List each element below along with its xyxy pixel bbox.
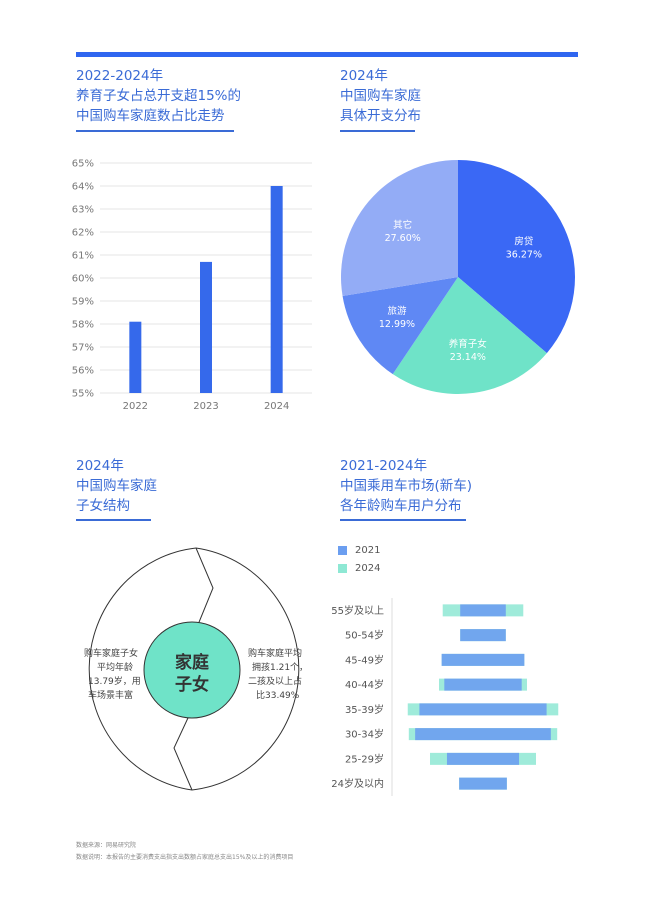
bar-chart-title-underline bbox=[76, 130, 234, 132]
legend-swatch-2021 bbox=[338, 546, 347, 555]
y-tick-label: 63% bbox=[72, 205, 94, 216]
pie-chart-title-line-2: 中国购车家庭 bbox=[340, 88, 421, 104]
age-category-label: 30-34岁 bbox=[345, 728, 384, 741]
legend-swatch-2024 bbox=[338, 564, 347, 573]
bar-chart-title-line-3: 中国购车家庭数占比走势 bbox=[76, 108, 225, 124]
children-structure-title: 2024年 中国购车家庭 子女结构 bbox=[76, 456, 157, 516]
age-distribution-chart: 55岁及以上 50-54岁 45-49岁 40-44岁 35-39岁 30-34岁 25-2… bbox=[331, 598, 559, 796]
right-text-line-3: 二孩及以上占 bbox=[248, 675, 302, 687]
center-label-line-1: 家庭 bbox=[175, 652, 209, 673]
y-tick-label: 64% bbox=[72, 182, 94, 193]
bar-chart-title: 2022-2024年 养育子女占总开支超15%的 中国购车家庭数占比走势 bbox=[76, 66, 241, 126]
pie-slice-value: 27.60% bbox=[385, 233, 421, 244]
outer-ring-right bbox=[191, 547, 300, 791]
age-category-label: 50-54岁 bbox=[345, 629, 384, 642]
top-accent-bar bbox=[76, 52, 578, 57]
pie-slice-label: 房贷 bbox=[514, 236, 533, 248]
y-tick-label: 56% bbox=[72, 366, 94, 377]
pie-chart-title: 2024年 中国购车家庭 具体开支分布 bbox=[340, 66, 421, 126]
bar bbox=[270, 186, 283, 393]
pie-slice-value: 36.27% bbox=[506, 250, 542, 261]
children-structure-title-line-2: 中国购车家庭 bbox=[76, 478, 157, 494]
bar-chart-title-line-2: 养育子女占总开支超15%的 bbox=[76, 88, 242, 104]
children-structure-title-underline bbox=[76, 519, 151, 521]
x-tick-label: 2024 bbox=[264, 401, 289, 412]
pie-slice-label: 其它 bbox=[393, 219, 412, 231]
y-tick-label: 57% bbox=[72, 343, 94, 354]
y-tick-label: 61% bbox=[72, 251, 94, 262]
children-structure-diagram: 家庭 子女 购车家庭子女 平均年龄 13.79岁，用 车场景丰富 购车家庭平均 … bbox=[84, 547, 308, 791]
y-tick-label: 62% bbox=[72, 228, 94, 239]
children-structure-title-line-1: 2024年 bbox=[76, 458, 124, 474]
bar-2021 bbox=[446, 752, 520, 765]
bar-2021 bbox=[460, 629, 506, 642]
center-circle bbox=[143, 621, 241, 719]
right-text-line-1: 购车家庭平均 bbox=[248, 647, 302, 659]
bar-chart: 55% 56% 57% 58% 59% 60% 61% 62% 63% 64% 65% 2022 202… bbox=[72, 159, 312, 412]
left-text-line-2: 平均年龄 bbox=[97, 661, 133, 673]
pie-chart-title-line-3: 具体开支分布 bbox=[340, 108, 421, 124]
age-category-label: 40-44岁 bbox=[345, 678, 384, 691]
pie-slice bbox=[340, 160, 458, 297]
age-category-label: 35-39岁 bbox=[345, 703, 384, 716]
legend-label-2024: 2024 bbox=[355, 563, 381, 574]
legend-label-2021: 2021 bbox=[355, 545, 381, 556]
age-chart-title-line-2: 中国乘用车市场(新车) bbox=[340, 478, 473, 494]
y-tick-label: 65% bbox=[72, 159, 94, 170]
age-chart-title-underline bbox=[340, 519, 466, 521]
bar-2021 bbox=[419, 703, 547, 716]
x-tick-label: 2022 bbox=[123, 401, 148, 412]
pie-slice bbox=[458, 160, 575, 354]
footnote-note: 数据说明：本报告的主要消费支出指支出数额占家庭总支出15%及以上的消费项目 bbox=[76, 854, 294, 861]
left-text-line-1: 购车家庭子女 bbox=[84, 647, 138, 659]
pie-chart-title-line-1: 2024年 bbox=[340, 68, 388, 84]
bar-2021 bbox=[460, 604, 506, 617]
legend-item-2021: 2021 bbox=[338, 545, 380, 556]
bar-2021 bbox=[441, 653, 525, 666]
pie-chart-title-underline bbox=[340, 130, 415, 132]
pie-slice-label: 旅游 bbox=[387, 305, 407, 317]
age-chart-title: 2021-2024年 中国乘用车市场(新车) 各年龄购车用户分布 bbox=[340, 456, 472, 516]
pie-slice-value: 23.14% bbox=[450, 352, 486, 363]
outer-ring-arc-right bbox=[194, 547, 214, 633]
age-category-label: 24岁及以内 bbox=[331, 777, 384, 790]
age-category-label: 25-29岁 bbox=[345, 752, 384, 765]
outer-ring-left bbox=[88, 547, 197, 791]
right-text-line-4: 比33.49% bbox=[256, 689, 300, 701]
pie-chart: 房贷 36.27% 养育子女 23.14% 旅游 12.99% 其它 27.60% bbox=[340, 160, 575, 394]
legend-item-2024: 2024 bbox=[338, 563, 380, 574]
age-chart-title-line-3: 各年龄购车用户分布 bbox=[340, 498, 462, 514]
bar bbox=[200, 261, 212, 393]
outer-ring-arc-left bbox=[173, 704, 195, 791]
y-tick-label: 55% bbox=[72, 389, 94, 400]
left-text-line-4: 车场景丰富 bbox=[88, 689, 133, 701]
bar-chart-title-line-1: 2022-2024年 bbox=[76, 68, 164, 84]
bar-2021 bbox=[444, 678, 522, 691]
age-category-label: 55岁及以上 bbox=[331, 604, 384, 617]
y-tick-label: 58% bbox=[72, 320, 94, 331]
children-structure-title-line-3: 子女结构 bbox=[76, 498, 130, 514]
bar bbox=[129, 321, 142, 393]
bar-2021 bbox=[459, 777, 507, 790]
x-tick-label: 2023 bbox=[193, 401, 218, 412]
pie-slice-label: 养育子女 bbox=[449, 338, 487, 350]
left-text-line-3: 13.79岁，用 bbox=[88, 675, 141, 687]
age-chart-title-line-1: 2021-2024年 bbox=[340, 458, 428, 474]
pie-slice bbox=[342, 277, 458, 375]
pie-slice bbox=[392, 277, 547, 394]
y-tick-label: 60% bbox=[72, 274, 94, 285]
right-text-line-2: 拥孩1.21个， bbox=[252, 661, 308, 673]
center-label-line-2: 子女 bbox=[175, 674, 209, 695]
pie-slice-value: 12.99% bbox=[379, 319, 415, 330]
bar-2021 bbox=[415, 728, 551, 741]
age-category-label: 45-49岁 bbox=[345, 653, 384, 666]
footnote-source: 数据来源：网易研究院 bbox=[76, 842, 137, 849]
y-tick-label: 59% bbox=[72, 297, 94, 308]
